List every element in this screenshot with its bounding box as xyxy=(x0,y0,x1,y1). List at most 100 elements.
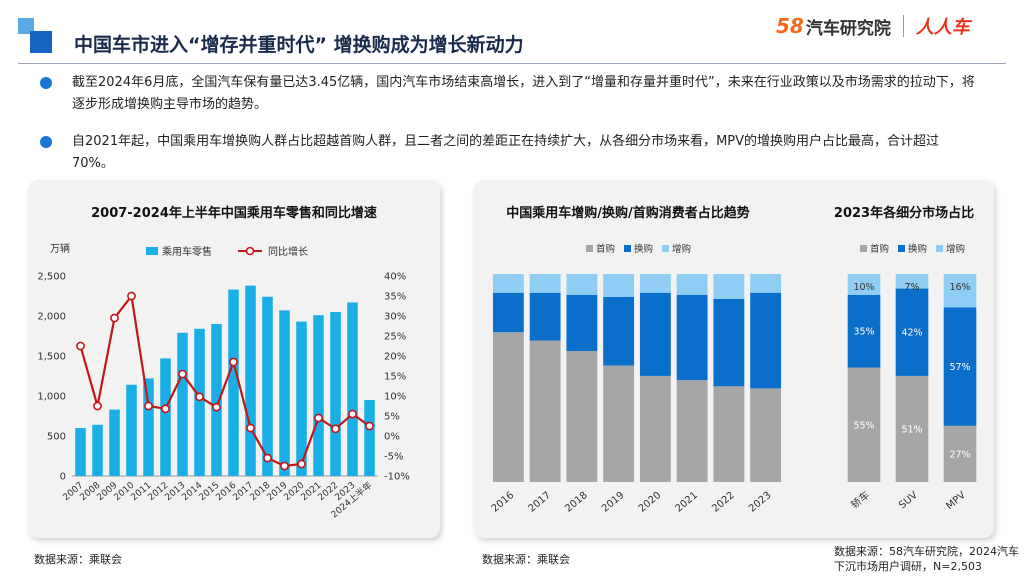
logo-58-mark: 58 xyxy=(776,14,804,38)
y-right-tick-label: 35% xyxy=(384,292,406,303)
stacked-segment xyxy=(639,292,671,376)
legend-swatch xyxy=(860,245,867,252)
legend-swatch-bar xyxy=(146,247,158,255)
sales-bar xyxy=(126,384,137,476)
segment-value-label: 16% xyxy=(949,282,970,293)
sales-bar xyxy=(211,324,222,476)
stacked-segment xyxy=(847,294,881,368)
stacked-segment xyxy=(895,274,929,289)
bullet-text: 自2021年起，中国乘用车增换购人群占比超越首购人群，且二者之间的差距正在持续扩… xyxy=(72,134,940,171)
chart-title-trend: 中国乘用车增购/换购/首购消费者占比趋势 xyxy=(506,206,750,221)
chart-title-sales: 2007-2024年上半年中国乘用车零售和同比增速 xyxy=(91,206,377,221)
sales-bar xyxy=(347,302,358,476)
sales-bar xyxy=(245,285,256,476)
stacked-segment xyxy=(713,386,745,482)
sales-bar xyxy=(330,312,341,476)
share-chart-svg: 首购 换购 增购 2016 2017 2018 2019 2020 2021 2022 2023 首购… xyxy=(490,243,977,515)
stacked-segment xyxy=(566,294,598,351)
bullet-dot-icon xyxy=(40,77,52,89)
x-tick-label: 2019 xyxy=(600,490,627,515)
stacked-segment xyxy=(676,274,708,295)
sales-bar xyxy=(228,289,239,476)
y-left-tick-label: 2,000 xyxy=(37,312,66,323)
stacked-segment xyxy=(676,380,708,482)
growth-point xyxy=(76,341,85,351)
stacked-segment xyxy=(713,298,745,387)
y-right-tick-label: 5% xyxy=(384,412,400,423)
x-tick-label: 2018 xyxy=(563,490,590,515)
y-axis-unit: 万辆 xyxy=(50,242,70,255)
sales-bar xyxy=(296,321,307,476)
logo-58-text: 汽车研究院 xyxy=(805,18,891,39)
legend-label: 首购 xyxy=(596,243,615,255)
sales-bar xyxy=(364,400,375,476)
sales-bar xyxy=(75,428,86,476)
x-tick-label: 2016 xyxy=(490,490,517,515)
legend-swatch xyxy=(936,245,943,252)
growth-point xyxy=(263,453,272,463)
x-tick-label: 2020 xyxy=(637,490,664,515)
growth-point xyxy=(195,392,204,402)
legend-label: 增购 xyxy=(672,243,691,255)
y-right-tick-label: -5% xyxy=(384,452,403,463)
y-right-tick-label: 15% xyxy=(384,372,406,383)
y-left-tick-label: 2,500 xyxy=(37,272,66,283)
stacked-segment xyxy=(492,292,524,333)
stacked-segment xyxy=(847,274,881,295)
bullet-dot-icon xyxy=(40,136,52,148)
x-tick-label: 2017 xyxy=(526,490,553,515)
stacked-segment xyxy=(566,350,598,482)
segment-value-label: 27% xyxy=(949,449,970,460)
stacked-segment xyxy=(492,274,524,293)
growth-point xyxy=(365,421,374,431)
y-right-tick-label: 0% xyxy=(384,432,400,443)
y-right-tick-label: 10% xyxy=(384,392,406,403)
sales-bar xyxy=(109,409,120,476)
sales-bar xyxy=(313,315,324,476)
segment-value-label: 51% xyxy=(901,424,922,435)
stacked-segment xyxy=(895,375,929,482)
x-tick-label: 2022 xyxy=(710,490,737,515)
header-accent-square-dark xyxy=(30,31,52,53)
sales-bar xyxy=(160,358,171,476)
stacked-segment xyxy=(492,332,524,482)
bullet-point: 截至2024年6月底，全国汽车保有量已达3.45亿辆，国内汽车市场结束高增长，进… xyxy=(40,72,980,116)
stacked-segment xyxy=(639,274,671,293)
segment-value-label: 42% xyxy=(901,328,922,339)
growth-point xyxy=(212,402,221,412)
growth-point xyxy=(348,409,357,419)
stacked-segment xyxy=(895,288,929,376)
source-note-sales: 数据来源：乘联会 xyxy=(34,553,122,566)
y-left-tick-label: 0 xyxy=(60,472,66,483)
y-left-tick-label: 1,500 xyxy=(37,352,66,363)
growth-point xyxy=(229,357,238,367)
growth-point xyxy=(331,424,340,434)
growth-point xyxy=(144,401,153,411)
x-tick-label: 轿车 xyxy=(848,488,872,511)
legend-marker-line xyxy=(245,246,255,256)
stacked-segment xyxy=(676,294,708,381)
stacked-segment xyxy=(713,274,745,299)
legend-label: 增购 xyxy=(946,243,965,255)
sales-bar xyxy=(177,332,188,476)
header-accent-square-light xyxy=(18,18,34,34)
growth-point xyxy=(178,369,187,379)
growth-point xyxy=(93,401,102,411)
y-right-tick-label: 40% xyxy=(384,272,406,283)
growth-point xyxy=(161,404,170,414)
growth-line xyxy=(79,293,371,468)
legend-label: 换购 xyxy=(908,243,927,255)
growth-point xyxy=(297,459,306,469)
stacked-segment xyxy=(529,292,561,341)
stacked-segment xyxy=(847,367,881,482)
legend-swatch xyxy=(624,245,631,252)
stacked-segment xyxy=(943,307,977,426)
bullet-text: 截至2024年6月底，全国汽车保有量已达3.45亿辆，国内汽车市场结束高增长，进… xyxy=(72,75,975,112)
legend-label: 换购 xyxy=(634,243,653,255)
sales-bar xyxy=(92,424,103,476)
source-note-trend: 数据来源：乘联会 xyxy=(482,553,570,566)
legend-label-line: 同比增长 xyxy=(268,245,308,258)
sales-chart-svg: 万辆 乘用车零售 同比增长 0 500 1,000 1,500 2,000 2,500 -10% -… xyxy=(37,242,409,520)
y-left-tick-label: 1,000 xyxy=(37,392,66,403)
stacked-segment xyxy=(529,274,561,293)
